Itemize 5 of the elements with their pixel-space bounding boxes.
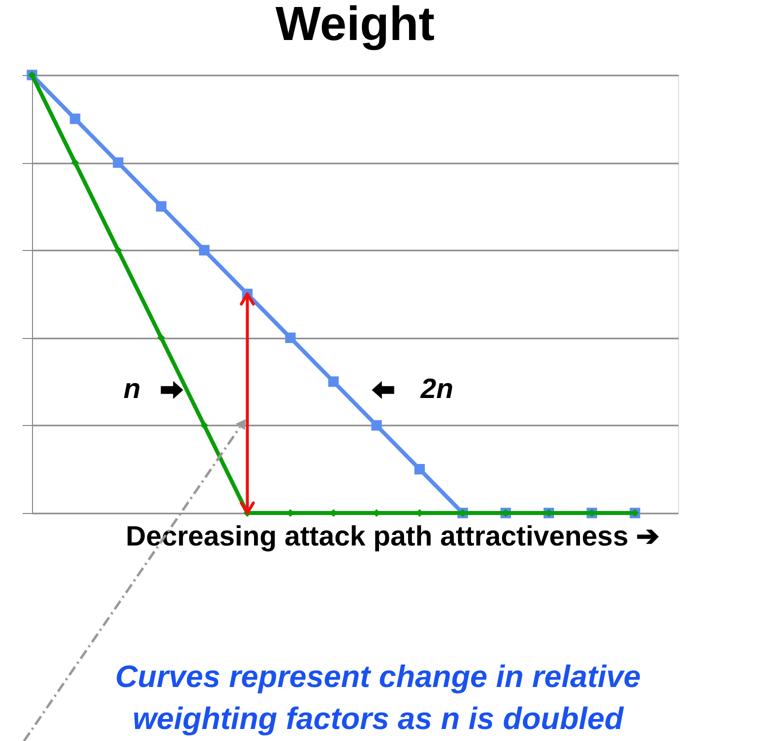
chart-title: Weight [275,0,435,51]
series-label: 2n [420,373,454,404]
text: Curves represent change in relative weighting factors as n is doubled [115,659,641,736]
x-axis-title: Decreasing attack path attractiveness ➔ [126,520,660,552]
series-label: n [123,373,141,404]
